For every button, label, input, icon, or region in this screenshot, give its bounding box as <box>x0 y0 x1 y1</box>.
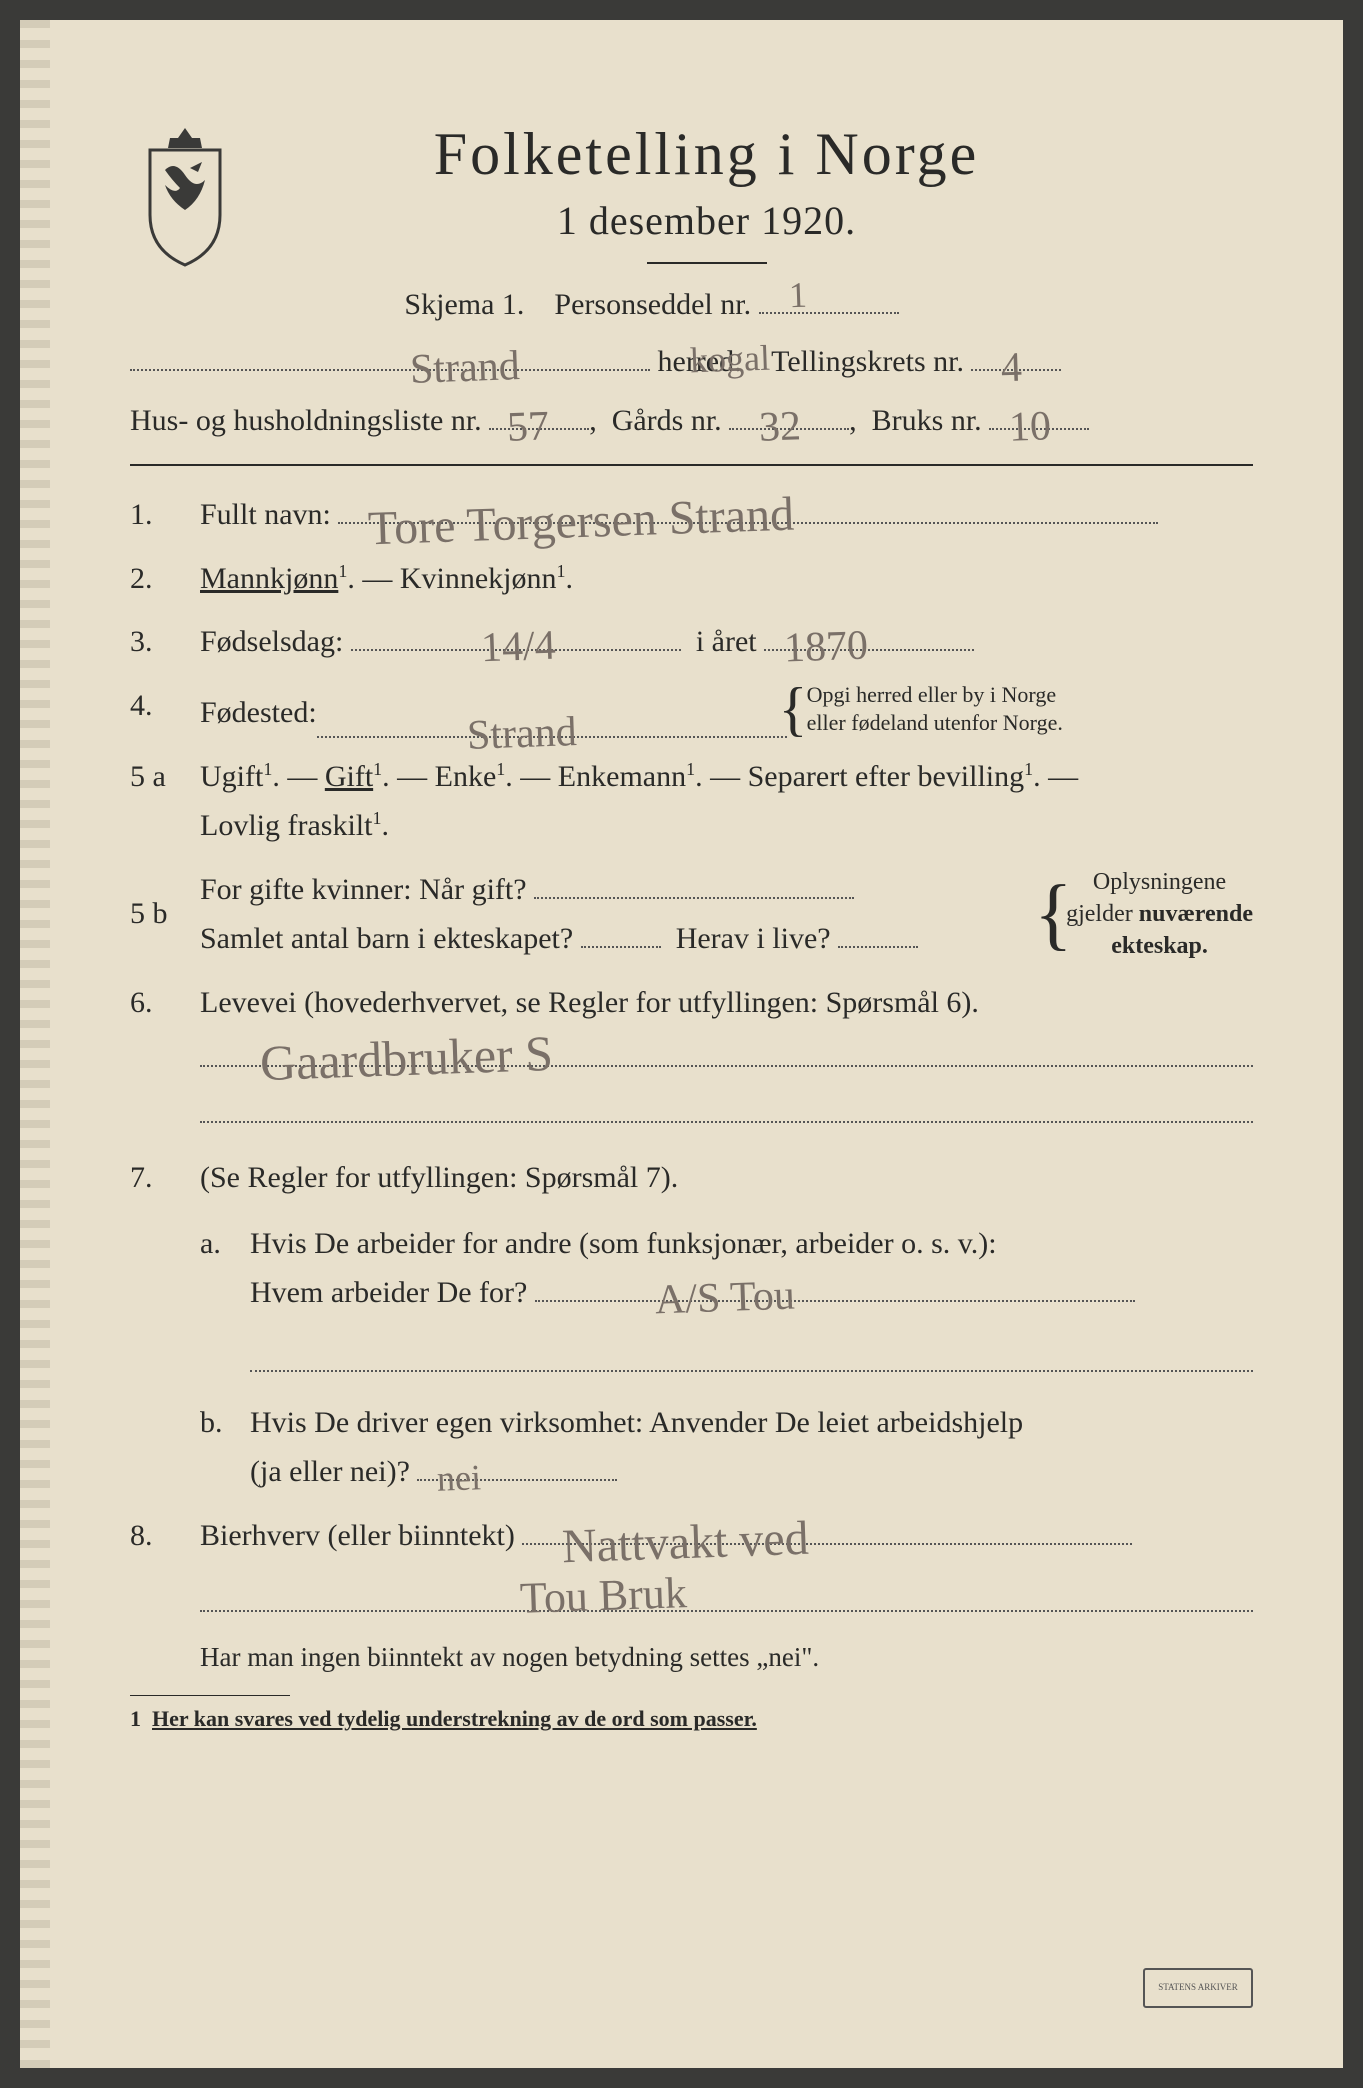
q5b-note: Oplysningene gjelder nuværende ekteskap. <box>1040 866 1253 963</box>
q4-num: 4. <box>130 681 200 738</box>
q3-year-label: i året <box>696 625 757 658</box>
footnote: 1 Her kan svares ved tydelig understrekn… <box>130 1706 1253 1732</box>
q8-line2: Tou Bruk <box>200 1572 1253 1612</box>
q3-day-value: 14/4 <box>480 612 557 684</box>
footnote-marker: 1 <box>130 1706 141 1731</box>
q7a-line2 <box>250 1332 1253 1372</box>
schema-line: Skjema 1. Personseddel nr. 1 <box>270 288 1143 322</box>
q5b-note-l3: ekteskap. <box>1111 933 1208 959</box>
footnote-text: Her kan svares ved tydelig understreknin… <box>152 1706 757 1731</box>
q1-label: Fullt navn: <box>200 498 331 531</box>
q5a-num: 5 a <box>130 752 200 851</box>
husliste-value: 57 <box>506 391 550 464</box>
footer-note: Har man ingen biinntekt av nogen betydni… <box>130 1642 1253 1673</box>
q8-value-l2: Tou Bruk <box>519 1557 688 1635</box>
q5b-num: 5 b <box>130 889 200 939</box>
gards-value: 32 <box>758 391 802 464</box>
q7-label: (Se Regler for utfyllingen: Spørsmål 7). <box>200 1161 678 1194</box>
census-form-page: Folketelling i Norge 1 desember 1920. Sk… <box>20 20 1343 2068</box>
coat-of-arms-icon <box>130 120 240 270</box>
separator-1 <box>130 464 1253 466</box>
footnote-rule <box>130 1695 290 1702</box>
q2-num: 2. <box>130 554 200 604</box>
archive-stamp: STATENS ARKIVER <box>1143 1968 1253 2008</box>
q3-label: Fødselsdag: <box>200 625 343 658</box>
q2-row: 2. Mannkjønn1. — Kvinnekjønn1. <box>130 554 1253 604</box>
q7a-num: a. <box>200 1219 250 1388</box>
schema-label: Skjema 1. <box>404 288 524 321</box>
q5b-label2: Samlet antal barn i ekteskapet? <box>200 922 573 955</box>
tellingskrets-label: Tellingskrets nr. <box>771 345 964 378</box>
q4-label: Fødested: <box>200 688 317 738</box>
q7b-label1: Hvis De driver egen virksomhet: Anvender… <box>250 1406 1023 1439</box>
bruks-value: 10 <box>1008 391 1052 464</box>
q5b-note-l2: gjelder nuværende <box>1066 901 1253 927</box>
q5a-options2: Lovlig fraskilt1. <box>200 809 389 842</box>
q7-num: 7. <box>130 1153 200 1497</box>
q5b-row: 5 b For gifte kvinner: Når gift? Samlet … <box>130 865 1253 964</box>
q6-line1: Gaardbruker S <box>200 1027 1253 1067</box>
q3-row: 3. Fødselsdag: 14/4 i året 1870 <box>130 617 1253 667</box>
gards-label: Gårds nr. <box>612 404 722 437</box>
q5b-note-l1: Oplysningene <box>1093 869 1226 895</box>
q4-note-line2: eller fødeland utenfor Norge. <box>807 710 1063 735</box>
q7b-num: b. <box>200 1398 250 1497</box>
q4-row: 4. Fødested: Strand Opgi herred eller by… <box>130 681 1253 738</box>
q5a-row: 5 a Ugift1. — Gift1. — Enke1. — Enkemann… <box>130 752 1253 851</box>
q7a-label1: Hvis De arbeider for andre (som funksjon… <box>250 1227 997 1260</box>
q7a-label2: Hvem arbeider De for? <box>250 1276 527 1309</box>
q6-num: 6. <box>130 978 200 1140</box>
husliste-label: Hus- og husholdningsliste nr. <box>130 404 482 437</box>
q5b-label3: Herav i live? <box>676 922 831 955</box>
herred-note: kogal <box>689 328 771 392</box>
q5a-options: Ugift1. — Gift1. — Enke1. — Enkemann1. —… <box>200 760 1078 793</box>
husliste-row: Hus- og husholdningsliste nr. 57 , Gårds… <box>130 395 1253 446</box>
q2-kvinne: Kvinnekjønn <box>400 562 557 595</box>
q7b-value: nei <box>436 1448 482 1509</box>
form-date: 1 desember 1920. <box>270 197 1143 244</box>
q5b-label1: For gifte kvinner: Når gift? <box>200 873 527 906</box>
q6-row: 6. Levevei (hovederhvervet, se Regler fo… <box>130 978 1253 1140</box>
q2-mann: Mannkjønn <box>200 562 338 595</box>
q1-num: 1. <box>130 490 200 540</box>
title-block: Folketelling i Norge 1 desember 1920. Sk… <box>270 120 1253 322</box>
q6-line2 <box>200 1083 1253 1123</box>
title-rule <box>647 262 767 264</box>
personseddel-value: 1 <box>788 274 807 317</box>
q4-note: Opgi herred eller by i Norge eller fødel… <box>787 681 1063 738</box>
bruks-label: Bruks nr. <box>872 404 982 437</box>
herred-row: Strand kogal herred. Tellingskrets nr. 4 <box>130 336 1253 387</box>
q8-label: Bierhverv (eller biinntekt) <box>200 1519 515 1552</box>
q8-num: 8. <box>130 1511 200 1629</box>
q3-num: 3. <box>130 617 200 667</box>
form-header: Folketelling i Norge 1 desember 1920. Sk… <box>130 120 1253 322</box>
q1-row: 1. Fullt navn: Tore Torgersen Strand <box>130 490 1253 540</box>
q7-row: 7. (Se Regler for utfyllingen: Spørsmål … <box>130 1153 1253 1497</box>
q8-row: 8. Bierhverv (eller biinntekt) Nattvakt … <box>130 1511 1253 1629</box>
q7a-value: A/S Tou <box>654 1262 796 1336</box>
q4-note-line1: Opgi herred eller by i Norge <box>807 682 1056 707</box>
personseddel-label: Personseddel nr. <box>554 288 751 321</box>
q7b-label2: (ja eller nei)? <box>250 1455 410 1488</box>
q6-label: Levevei (hovederhvervet, se Regler for u… <box>200 986 979 1019</box>
form-title: Folketelling i Norge <box>270 120 1143 189</box>
